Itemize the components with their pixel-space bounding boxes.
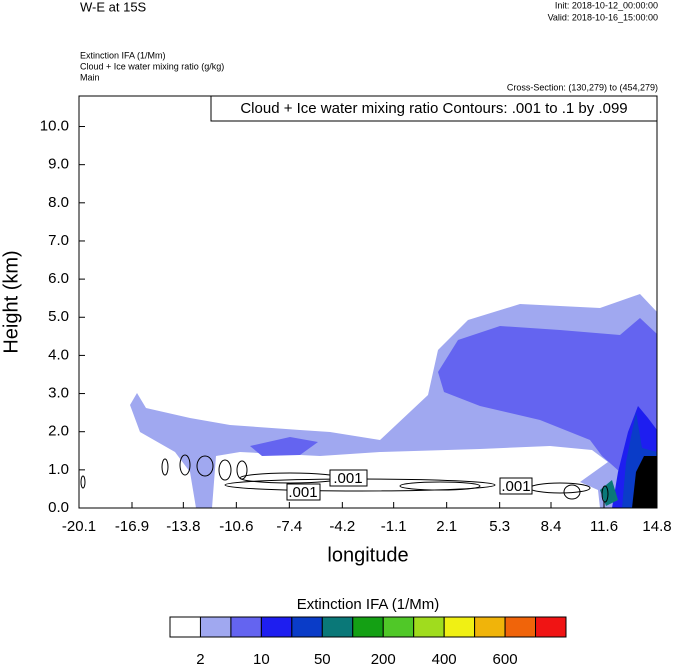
x-tick-label: -1.1 xyxy=(381,518,407,535)
x-axis-label: longitude xyxy=(327,544,408,566)
valid-time: Valid: 2018-10-16_15:00:00 xyxy=(548,12,658,22)
y-tick-label: 0.0 xyxy=(48,499,69,516)
y-tick-label: 9.0 xyxy=(48,156,69,173)
colorbar-box xyxy=(230,616,262,638)
x-tick-label: 5.3 xyxy=(489,518,510,535)
x-tick-label: -7.4 xyxy=(276,518,302,535)
colorbar-box xyxy=(291,616,323,638)
cross-section: Cross-Section: (130,279) to (454,279) xyxy=(507,82,658,92)
colorbar-box xyxy=(504,616,537,638)
contour-line xyxy=(601,485,609,503)
colorbar-box xyxy=(443,616,476,638)
contour-label-box xyxy=(499,477,533,495)
x-tick-label: 11.6 xyxy=(590,518,618,535)
fill-region xyxy=(632,456,657,508)
x-tick-label: -13.8 xyxy=(166,518,200,535)
colorbar-box xyxy=(474,616,506,638)
colorbar-title: Extinction IFA (1/Mm) xyxy=(297,596,440,613)
contour-line xyxy=(161,458,169,476)
contour-label-boxes: .001 .001 .001 xyxy=(286,469,533,501)
y-tick-label: 3.0 xyxy=(48,385,69,402)
y-tick-label: 4.0 xyxy=(48,346,69,363)
x-tick-label: 8.4 xyxy=(541,518,562,535)
colorbar-label: 50 xyxy=(314,651,331,667)
y-tick-label: 1.0 xyxy=(48,461,69,478)
contour-fills xyxy=(130,294,657,508)
init-time: Init: 2018-10-12_00:00:00 xyxy=(555,0,658,10)
x-tick-label: -10.6 xyxy=(219,518,253,535)
colorbar-box xyxy=(535,616,567,638)
contour-info-box xyxy=(210,95,658,122)
colorbar-label: 200 xyxy=(371,651,396,667)
x-tick-label: 14.8 xyxy=(642,518,671,535)
contour-line xyxy=(80,475,86,489)
colorbar-box xyxy=(352,616,384,638)
colorbar-label: 400 xyxy=(432,651,457,667)
contour-line xyxy=(218,459,232,481)
y-tick-label: 6.0 xyxy=(48,270,69,287)
colorbar-box xyxy=(199,616,232,638)
contour-line xyxy=(399,481,481,491)
field-label: Cloud + Ice water mixing ratio (g/kg) xyxy=(80,61,224,71)
contour-line xyxy=(236,460,248,480)
colorbar-box xyxy=(321,616,354,638)
chart-title: W-E at 15S xyxy=(80,0,147,14)
y-tick-label: 7.0 xyxy=(48,232,69,249)
fill-region xyxy=(438,318,657,508)
contour-info: Cloud + Ice water mixing ratio Contours:… xyxy=(240,100,627,117)
x-tick-label: -16.9 xyxy=(115,518,149,535)
contour-label-box xyxy=(329,469,368,487)
colorbar-box xyxy=(260,616,293,638)
colorbar-box xyxy=(413,616,445,638)
x-tick-label: 2.1 xyxy=(436,518,457,535)
contour-label: .001 xyxy=(501,478,530,495)
field-label: Main xyxy=(80,72,100,82)
contour-label: .001 xyxy=(288,484,317,501)
colorbar-box xyxy=(382,616,415,638)
colorbar-label: 10 xyxy=(253,651,270,667)
y-tick-label: 2.0 xyxy=(48,423,69,440)
contour-line xyxy=(196,455,214,477)
colorbar-box xyxy=(169,616,201,638)
y-tick-label: 10.0 xyxy=(40,117,69,134)
contour-label-box xyxy=(286,483,321,501)
fill-region xyxy=(250,437,318,456)
x-tick-label: -4.2 xyxy=(329,518,355,535)
colorbar-label: 2 xyxy=(196,651,204,667)
contour-lines xyxy=(80,454,609,503)
colorbar-label: 600 xyxy=(493,651,518,667)
contour-label: .001 xyxy=(333,470,362,487)
contour-line xyxy=(179,454,191,476)
field-label: Extinction IFA (1/Mm) xyxy=(80,50,166,60)
x-tick-label: -20.1 xyxy=(62,518,96,535)
contour-line xyxy=(563,484,581,500)
y-axis-label: Height (km) xyxy=(0,250,22,353)
y-tick-label: 8.0 xyxy=(48,194,69,211)
y-tick-label: 5.0 xyxy=(48,308,69,325)
